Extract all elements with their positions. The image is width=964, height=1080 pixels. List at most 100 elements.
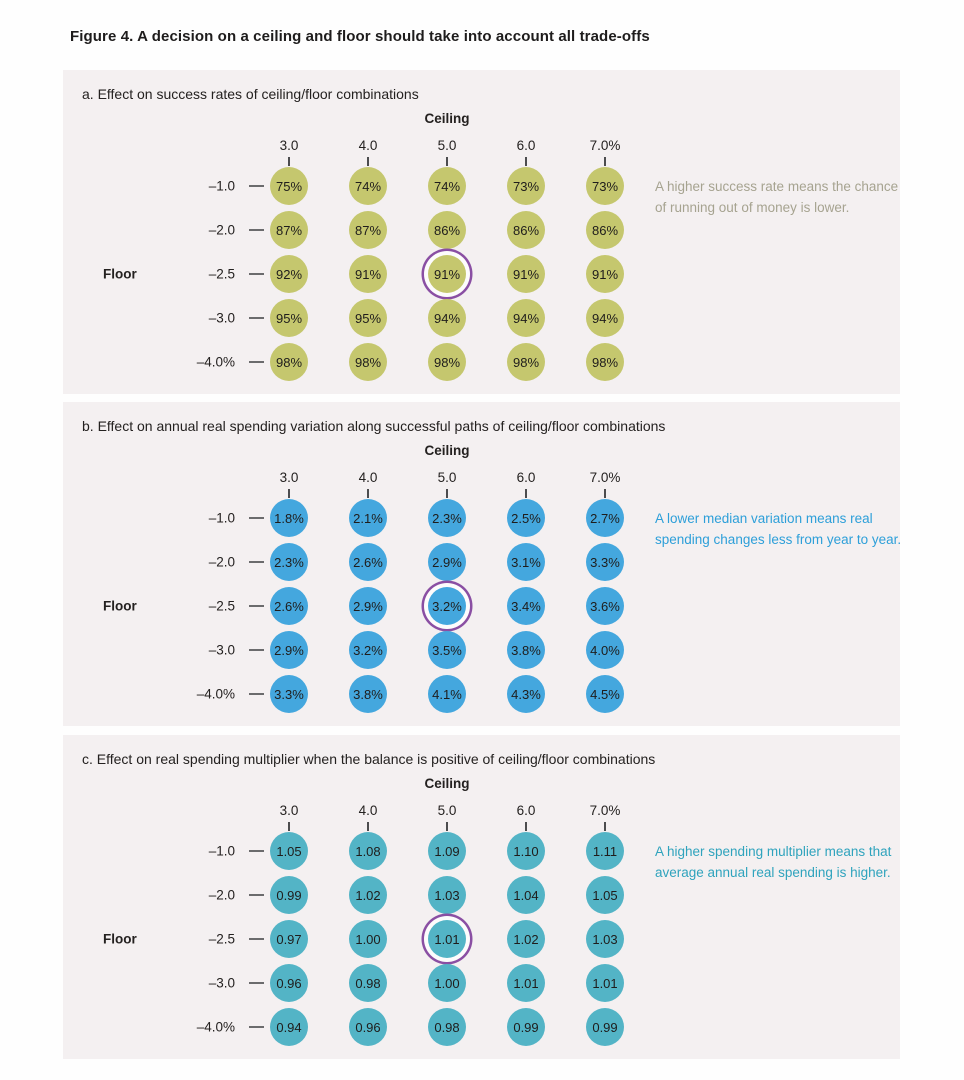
data-circle: 0.99 [270, 876, 308, 914]
ceiling-tick-label: 3.0 [279, 138, 299, 153]
ceiling-tick-label: 7.0% [589, 470, 621, 485]
floor-tick-dash [249, 273, 264, 275]
ceiling-tick-label: 6.0 [516, 138, 536, 153]
data-circle: 3.8% [349, 675, 387, 713]
data-circle: 3.3% [270, 675, 308, 713]
floor-tick-label: –2.0 [208, 222, 235, 238]
ceiling-tick-mark [604, 822, 606, 831]
ceiling-tick-mark [525, 822, 527, 831]
floor-tick-label: –4.0% [196, 354, 235, 370]
data-circle: 0.97 [270, 920, 308, 958]
figure-title: Figure 4. A decision on a ceiling and fl… [70, 28, 650, 45]
panel-b-note: A lower median variation means real spen… [655, 511, 902, 547]
floor-tick-label: –2.5 [208, 266, 235, 282]
floor-tick-label: –4.0% [196, 1019, 235, 1035]
panel-c-title: c. Effect on real spending multiplier wh… [82, 751, 656, 767]
floor-tick-label: –2.5 [208, 931, 235, 947]
floor-tick-label: –2.5 [208, 598, 235, 614]
floor-tick-label: –3.0 [208, 975, 235, 991]
ceiling-axis-label: Ceiling [424, 111, 470, 126]
ceiling-tick-label: 7.0% [589, 803, 621, 818]
panel-b-spending-variation: b. Effect on annual real spending variat… [63, 402, 902, 726]
data-circle: 73% [586, 167, 624, 205]
floor-tick-dash [249, 649, 264, 651]
data-circle: 87% [349, 211, 387, 249]
ceiling-tick-label: 3.0 [279, 803, 299, 818]
ceiling-tick-label: 3.0 [279, 470, 299, 485]
data-circle: 98% [586, 343, 624, 381]
data-circle: 74% [428, 167, 466, 205]
floor-axis-label: Floor [103, 598, 137, 614]
panel-c-spending-multiplier: c. Effect on real spending multiplier wh… [63, 735, 900, 1059]
data-circle: 2.3% [270, 543, 308, 581]
data-circle: 1.09 [428, 832, 466, 870]
floor-tick-dash [249, 850, 264, 852]
data-circle: 4.3% [507, 675, 545, 713]
data-circle: 95% [349, 299, 387, 337]
data-circle: 98% [428, 343, 466, 381]
ceiling-axis-label: Ceiling [424, 443, 470, 458]
floor-tick-dash [249, 982, 264, 984]
panel-b-title: b. Effect on annual real spending variat… [82, 418, 666, 434]
data-circle: 1.03 [428, 876, 466, 914]
floor-tick-dash [249, 894, 264, 896]
ceiling-tick-mark [604, 489, 606, 498]
panel-a-chart: Ceiling Floor A higher success rate mean… [63, 70, 900, 394]
data-circle: 0.96 [270, 964, 308, 1002]
ceiling-tick-mark [288, 157, 290, 166]
data-circle: 87% [270, 211, 308, 249]
data-circle: 4.1% [428, 675, 466, 713]
ceiling-tick-mark [367, 157, 369, 166]
ceiling-tick-mark [367, 489, 369, 498]
data-circle: 98% [349, 343, 387, 381]
data-circle: 0.99 [586, 1008, 624, 1046]
data-circle: 74% [349, 167, 387, 205]
highlighted-data-circle: 3.2% [428, 587, 466, 625]
panel-b-chart: Ceiling Floor A lower median variation m… [63, 402, 902, 726]
data-circle: 3.5% [428, 631, 466, 669]
floor-tick-dash [249, 605, 264, 607]
data-circle: 94% [586, 299, 624, 337]
floor-tick-label: –3.0 [208, 310, 235, 326]
data-circle: 3.6% [586, 587, 624, 625]
floor-axis-label: Floor [103, 266, 137, 282]
data-circle: 1.02 [349, 876, 387, 914]
data-circle: 1.03 [586, 920, 624, 958]
data-circle: 94% [428, 299, 466, 337]
ceiling-tick-mark [446, 157, 448, 166]
data-circle: 3.4% [507, 587, 545, 625]
panel-c-note: A higher spending multiplier means that … [655, 844, 892, 880]
floor-tick-label: –2.0 [208, 887, 235, 903]
data-circle: 1.00 [428, 964, 466, 1002]
ceiling-tick-label: 4.0 [358, 138, 378, 153]
floor-tick-label: –1.0 [208, 178, 235, 194]
panel-a-note: A higher success rate means the chance o… [655, 179, 899, 215]
data-circle: 3.1% [507, 543, 545, 581]
ceiling-tick-mark [367, 822, 369, 831]
data-circle: 4.0% [586, 631, 624, 669]
ceiling-tick-mark [604, 157, 606, 166]
floor-tick-dash [249, 361, 264, 363]
data-circle: 1.01 [507, 964, 545, 1002]
floor-tick-dash [249, 693, 264, 695]
ceiling-tick-label: 5.0 [437, 138, 457, 153]
floor-tick-dash [249, 517, 264, 519]
data-circle: 1.11 [586, 832, 624, 870]
panel-a-success-rates: a. Effect on success rates of ceiling/fl… [63, 70, 900, 394]
ceiling-tick-label: 4.0 [358, 803, 378, 818]
floor-tick-label: –1.0 [208, 843, 235, 859]
ceiling-tick-label: 5.0 [437, 470, 457, 485]
panel-a-title: a. Effect on success rates of ceiling/fl… [82, 86, 419, 102]
ceiling-tick-mark [288, 822, 290, 831]
data-circle: 73% [507, 167, 545, 205]
data-circle: 2.6% [349, 543, 387, 581]
data-circle: 0.94 [270, 1008, 308, 1046]
data-circle: 86% [428, 211, 466, 249]
data-circle: 86% [507, 211, 545, 249]
floor-tick-dash [249, 561, 264, 563]
ceiling-tick-label: 6.0 [516, 803, 536, 818]
data-circle: 1.02 [507, 920, 545, 958]
data-circle: 2.1% [349, 499, 387, 537]
data-circle: 2.3% [428, 499, 466, 537]
data-circle: 1.04 [507, 876, 545, 914]
